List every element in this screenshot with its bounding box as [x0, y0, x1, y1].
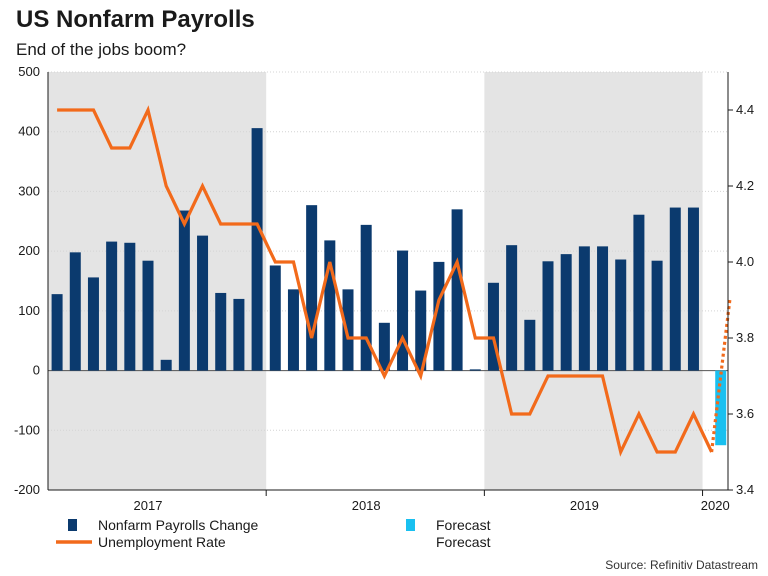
left-tick-label: 500: [18, 64, 40, 79]
payroll-bar: [87, 277, 99, 371]
payroll-bar: [197, 235, 209, 371]
chart-title: US Nonfarm Payrolls: [16, 6, 255, 33]
payroll-bar: [269, 265, 281, 371]
left-tick-label: 200: [18, 243, 40, 258]
payroll-bar: [342, 289, 354, 371]
legend-label: Nonfarm Payrolls Change: [98, 517, 259, 533]
payroll-bar: [306, 205, 318, 371]
year-label-2020: 2020: [701, 498, 730, 513]
source-note: Source: Refinitiv Datastream: [605, 558, 758, 572]
year-label-2019: 2019: [570, 498, 599, 513]
left-tick-label: 100: [18, 303, 40, 318]
payroll-bar: [69, 252, 81, 371]
year-label-2018: 2018: [352, 498, 381, 513]
payroll-bar: [287, 289, 299, 371]
legend: Nonfarm Payrolls Change Forecast Unemploym…: [56, 517, 491, 550]
payroll-bar: [633, 214, 645, 371]
left-tick-label: -100: [14, 422, 40, 437]
legend-label: Forecast: [436, 517, 491, 533]
payroll-bar: [324, 240, 336, 371]
year-label-2017: 2017: [134, 498, 163, 513]
payroll-bar: [669, 207, 681, 371]
payroll-bar: [651, 260, 663, 371]
legend-swatch: [68, 519, 77, 531]
payroll-bars: [51, 128, 727, 446]
legend-swatch: [406, 519, 415, 531]
left-tick-label: 400: [18, 124, 40, 139]
legend-item: Unemployment Rate: [56, 534, 226, 550]
chart-subtitle: End of the jobs boom?: [16, 40, 187, 59]
payroll-bar: [233, 298, 245, 371]
payroll-bar: [578, 246, 590, 371]
payroll-bar: [615, 259, 627, 371]
payroll-bar: [51, 294, 63, 371]
payroll-bar: [360, 224, 372, 371]
payroll-bar: [560, 254, 572, 371]
payroll-bar: [124, 242, 136, 371]
legend-item: Forecast: [436, 534, 491, 550]
right-tick-label: 3.6: [736, 406, 754, 421]
right-tick-label: 3.8: [736, 330, 754, 345]
payroll-bar: [469, 369, 481, 371]
left-tick-label: 300: [18, 183, 40, 198]
payroll-bar: [451, 209, 463, 371]
payroll-bar: [160, 359, 172, 371]
legend-item: Nonfarm Payrolls Change: [68, 517, 259, 533]
payroll-bar: [397, 250, 409, 371]
legend-label: Forecast: [436, 534, 491, 550]
payroll-bar: [487, 282, 499, 371]
payroll-bar: [142, 260, 154, 371]
legend-item: Forecast: [406, 517, 491, 533]
unemployment-forecast-line: [710, 299, 732, 453]
right-tick-label: 4.4: [736, 102, 754, 117]
payroll-bar: [106, 241, 118, 371]
right-tick-label: 4.2: [736, 178, 754, 193]
payroll-bar: [597, 246, 609, 371]
payroll-bar: [506, 245, 518, 371]
payroll-bar: [415, 290, 427, 371]
payroll-bar: [433, 261, 445, 371]
payroll-bar: [178, 210, 190, 371]
unemployment-line: [57, 105, 714, 457]
unemployment-lines: [57, 105, 732, 457]
payroll-bar: [542, 261, 554, 371]
legend-label: Unemployment Rate: [98, 534, 226, 550]
forecast-bar: [715, 370, 727, 446]
shade-2019: [484, 72, 703, 490]
payroll-bar: [251, 128, 263, 371]
left-tick-label: -200: [14, 482, 40, 497]
payroll-bar: [215, 292, 227, 371]
left-tick-label: 0: [33, 363, 40, 378]
payroll-bar: [378, 322, 390, 371]
year-shading: [48, 72, 703, 490]
payroll-bar: [687, 207, 699, 371]
payroll-bar: [524, 319, 536, 371]
right-tick-label: 4.0: [736, 254, 754, 269]
axes: -200 -100 0 100 200 300 400 500 3.4 3.6 3.8 4.0 4.2 4…: [14, 64, 754, 513]
right-tick-label: 3.4: [736, 482, 754, 497]
